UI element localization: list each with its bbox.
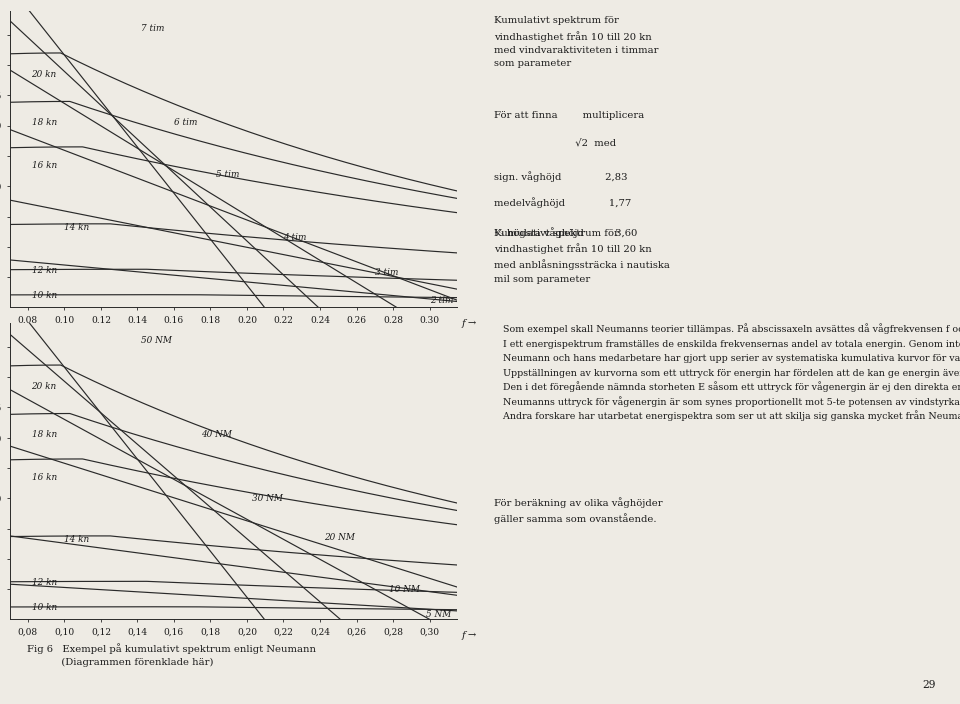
- Text: 14 kn: 14 kn: [64, 535, 89, 544]
- Text: Fig 6   Exempel på kumulativt spektrum enligt Neumann
           (Diagrammen för: Fig 6 Exempel på kumulativt spektrum enl…: [28, 643, 317, 667]
- Text: Kumulativt spektrum för
vindhastighet från 10 till 20 kn
med anblåsningssträcka : Kumulativt spektrum för vindhastighet fr…: [494, 230, 670, 284]
- Text: medelvåghöjd              1,77: medelvåghöjd 1,77: [494, 198, 632, 208]
- Text: 20 kn: 20 kn: [32, 382, 57, 391]
- Text: 14 kn: 14 kn: [64, 223, 89, 232]
- Text: 5 tim: 5 tim: [216, 170, 239, 179]
- Text: 12 kn: 12 kn: [32, 578, 57, 587]
- Text: 6 tim: 6 tim: [174, 118, 198, 127]
- Text: 18 kn: 18 kn: [32, 118, 57, 127]
- Text: 20 NM: 20 NM: [324, 533, 354, 542]
- Text: 16 kn: 16 kn: [32, 472, 57, 482]
- Text: 30 NM: 30 NM: [252, 494, 283, 503]
- Text: 10 kn: 10 kn: [32, 603, 57, 612]
- Text: 40 NM: 40 NM: [202, 430, 232, 439]
- Text: 3 tim: 3 tim: [374, 268, 398, 277]
- Text: 2 tim: 2 tim: [429, 296, 453, 305]
- Text: √2  med: √2 med: [494, 138, 616, 147]
- Text: f →: f →: [462, 631, 477, 641]
- Text: För att finna        multiplicera: För att finna multiplicera: [494, 111, 644, 120]
- Text: f →: f →: [462, 320, 477, 328]
- Text: Som exempel skall Neumanns teorier tillämpas. På abscissaxeln avsättes då vågfre: Som exempel skall Neumanns teorier tillä…: [494, 323, 960, 421]
- Text: 7 tim: 7 tim: [141, 24, 164, 33]
- Text: 10 kn: 10 kn: [32, 291, 57, 300]
- Text: 4 tim: 4 tim: [283, 233, 307, 242]
- Text: 10 NM: 10 NM: [390, 585, 420, 593]
- Text: Kumulativt spektrum för
vindhastighet från 10 till 20 kn
med vindvaraktiviteten : Kumulativt spektrum för vindhastighet fr…: [494, 16, 659, 68]
- Text: 5 NM: 5 NM: [426, 610, 451, 619]
- Text: ⅓ högsta våghöjd          3,60: ⅓ högsta våghöjd 3,60: [494, 227, 637, 238]
- Text: sign. våghöjd              2,83: sign. våghöjd 2,83: [494, 171, 628, 182]
- Text: 16 kn: 16 kn: [32, 161, 57, 170]
- Text: 29: 29: [923, 680, 936, 690]
- Text: För beräkning av olika våghöjder
gäller samma som ovanstående.: För beräkning av olika våghöjder gäller …: [494, 497, 663, 524]
- Text: 12 kn: 12 kn: [32, 266, 57, 275]
- Text: 20 kn: 20 kn: [32, 70, 57, 79]
- Text: 18 kn: 18 kn: [32, 430, 57, 439]
- Text: 50 NM: 50 NM: [141, 337, 172, 346]
